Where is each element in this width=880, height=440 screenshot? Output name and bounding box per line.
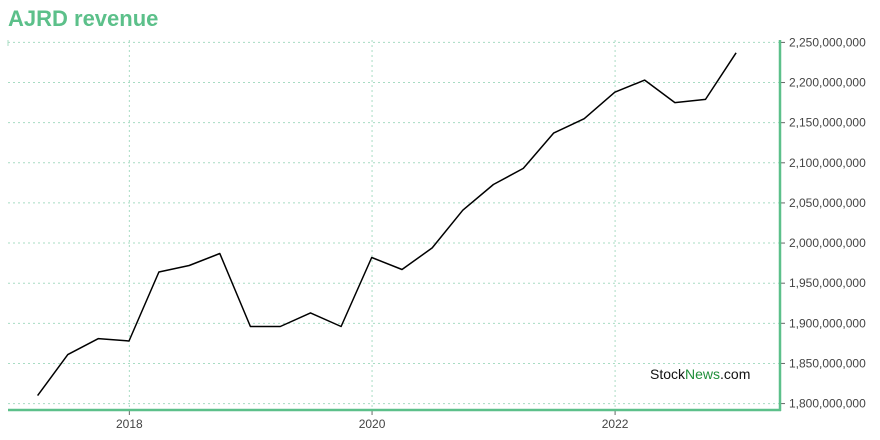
chart-title: AJRD revenue	[8, 6, 159, 31]
watermark-part-stock: Stock	[650, 366, 686, 382]
revenue-data-point	[583, 117, 585, 119]
revenue-data-point	[492, 183, 494, 185]
revenue-data-point	[249, 325, 251, 327]
y-tick-label: 2,150,000,000	[789, 116, 866, 130]
x-tick-label: 2018	[116, 417, 143, 431]
revenue-data-point	[97, 337, 99, 339]
y-tick-label: 2,200,000,000	[789, 76, 866, 90]
revenue-data-point	[158, 271, 160, 273]
revenue-data-point	[309, 312, 311, 314]
revenue-data-point	[67, 353, 69, 355]
x-tick-label: 2022	[602, 417, 629, 431]
revenue-data-point	[704, 98, 706, 100]
x-tick-label: 2020	[359, 417, 386, 431]
watermark-part-news: News	[685, 366, 721, 382]
revenue-data-point	[643, 79, 645, 81]
y-tick-label: 2,250,000,000	[789, 35, 866, 49]
y-tick-label: 1,850,000,000	[789, 356, 866, 370]
revenue-data-point	[401, 268, 403, 270]
stocknews-watermark: StockNews.com	[650, 366, 750, 382]
revenue-data-point	[340, 325, 342, 327]
watermark-part-com: .com	[720, 366, 751, 382]
y-tick-label: 1,950,000,000	[789, 276, 866, 290]
revenue-data-point	[128, 340, 130, 342]
revenue-data-point	[735, 52, 737, 54]
revenue-data-point	[279, 325, 281, 327]
revenue-data-point	[614, 91, 616, 93]
revenue-data-point	[462, 209, 464, 211]
y-tick-label: 2,050,000,000	[789, 196, 866, 210]
revenue-series-line	[36, 52, 737, 397]
y-tick-label: 1,900,000,000	[789, 316, 866, 330]
series-layer	[36, 52, 737, 397]
y-tick-label: 2,000,000,000	[789, 236, 866, 250]
revenue-data-point	[219, 252, 221, 254]
axes	[8, 40, 785, 415]
revenue-data-point	[431, 247, 433, 249]
revenue-data-point	[552, 132, 554, 134]
revenue-data-point	[36, 394, 38, 396]
revenue-data-point	[188, 264, 190, 266]
revenue-data-point	[674, 101, 676, 103]
grid-lines	[7, 40, 780, 410]
y-tick-label: 1,800,000,000	[789, 397, 866, 411]
revenue-data-point	[371, 256, 373, 258]
x-tick-labels: 2018 2020 2022	[116, 417, 629, 431]
y-tick-label: 2,100,000,000	[789, 156, 866, 170]
revenue-data-point	[522, 167, 524, 169]
y-tick-labels: 1,800,000,000 1,850,000,000 1,900,000,000 1…	[789, 35, 866, 410]
